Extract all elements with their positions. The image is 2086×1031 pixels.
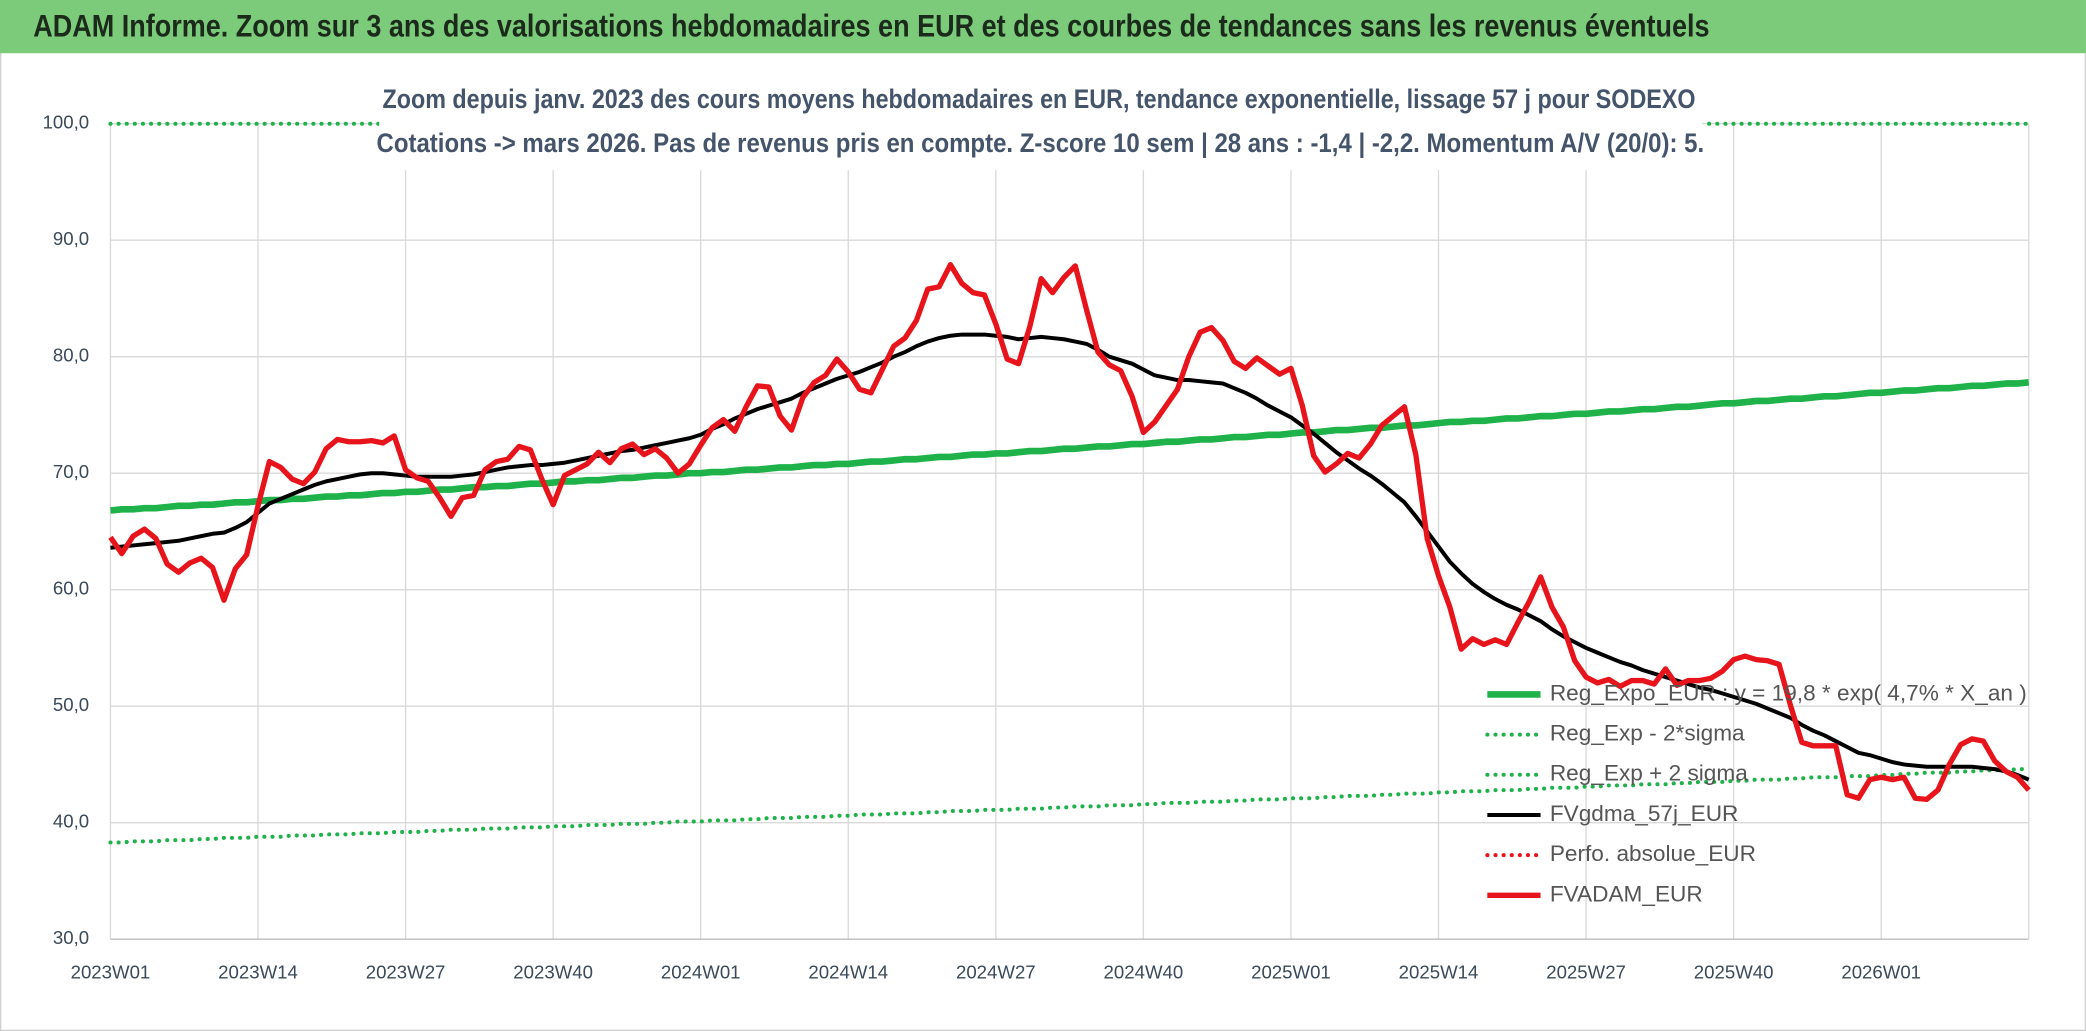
y-tick-label: 90,0: [53, 228, 89, 249]
series-line: [108, 262, 2031, 803]
legend-label: Reg_Exp + 2 sigma: [1550, 761, 1748, 786]
chart-subtitle: Cotations -> mars 2026. Pas de revenus p…: [377, 128, 1705, 158]
legend: Reg_Expo_EUR : y = 19,8 * exp( 4,7% * X_…: [1485, 680, 2027, 906]
x-tick-label: 2023W01: [71, 962, 151, 983]
x-tick-label: 2024W01: [661, 962, 741, 983]
legend-label: Reg_Expo_EUR : y = 19,8 * exp( 4,7% * X_…: [1550, 680, 2027, 705]
x-tick-label: 2025W01: [1251, 962, 1331, 983]
x-tick-label: 2025W14: [1399, 962, 1479, 983]
y-tick-label: 50,0: [53, 694, 89, 715]
legend-label: FVADAM_EUR: [1550, 881, 1703, 906]
legend-label: Perfo. absolue_EUR: [1550, 841, 1756, 866]
x-tick-label: 2023W14: [218, 962, 298, 983]
x-tick-label: 2024W27: [956, 962, 1036, 983]
y-tick-label: 60,0: [53, 578, 89, 599]
header-title: ADAM Informe. Zoom sur 3 ans des valoris…: [33, 7, 1709, 43]
y-tick-label: 40,0: [53, 811, 89, 832]
y-tick-label: 70,0: [53, 461, 89, 482]
x-tick-label: 2025W40: [1694, 962, 1774, 983]
x-tick-label: 2024W40: [1104, 962, 1184, 983]
legend-label: FVgdma_57j_EUR: [1550, 801, 1739, 826]
legend-label: Reg_Exp - 2*sigma: [1550, 721, 1745, 746]
x-tick-label: 2026W01: [1841, 962, 1921, 983]
y-tick-label: 80,0: [53, 345, 89, 366]
header-bar: [0, 0, 2086, 54]
x-tick-label: 2023W40: [513, 962, 593, 983]
series-line: [110, 332, 2030, 782]
y-tick-label: 100,0: [43, 112, 90, 133]
y-tick-label: 30,0: [53, 927, 89, 948]
x-tick-label: 2023W27: [366, 962, 446, 983]
title-bg: [379, 79, 1703, 171]
x-tick-label: 2025W27: [1546, 962, 1626, 983]
x-tick-label: 2024W14: [808, 962, 888, 983]
plot-area: 30,0 40,0 50,0 60,0 70,0 80,0 90,0 100,0 2023W01…: [43, 112, 2031, 983]
series-line: [110, 379, 2030, 514]
chart-title: Zoom depuis janv. 2023 des cours moyens …: [382, 84, 1695, 114]
